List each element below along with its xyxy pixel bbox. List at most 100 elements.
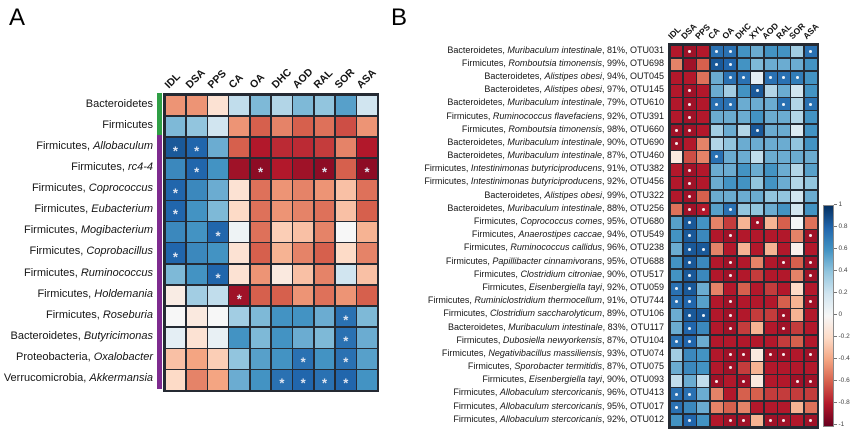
- heatmap-cell: [314, 285, 335, 306]
- significance-marker: [728, 76, 732, 80]
- heatmap-cell: [710, 269, 723, 282]
- heatmap-cell: [271, 180, 292, 200]
- heatmap-cell: [751, 45, 764, 58]
- column-header: CA: [226, 71, 246, 91]
- heatmap-cell: [229, 95, 250, 116]
- heatmap-cell: *: [165, 137, 186, 158]
- heatmap-cell: [791, 388, 804, 401]
- heatmap-cell: [314, 180, 335, 200]
- row-label: Firmicutes: [102, 118, 153, 131]
- heatmap-cell: [737, 190, 750, 203]
- heatmap-cell: [791, 230, 804, 242]
- heatmap-cell: [357, 116, 377, 137]
- heatmap-cell: [764, 151, 777, 163]
- heatmap-cell: [804, 203, 817, 216]
- heatmap-cell: [778, 203, 790, 216]
- heatmap-cell: *: [165, 243, 186, 263]
- heatmap-cell: [229, 201, 250, 221]
- heatmap-cell: [165, 95, 186, 116]
- heatmap-cell: [778, 296, 790, 308]
- heatmap-cell: [804, 124, 817, 137]
- heatmap-cell: [357, 370, 377, 390]
- heatmap-cell: [670, 111, 683, 124]
- heatmap-cell: [683, 282, 696, 295]
- heatmap-cell: [804, 85, 817, 97]
- heatmap-cell: [751, 335, 764, 348]
- heatmap-cell: [791, 256, 804, 269]
- row-label: Bacteroidetes, Muribaculum intestinale, …: [447, 150, 664, 161]
- row-label: Verrucomicrobia, Akkermansia: [3, 372, 153, 385]
- heatmap-cell: [293, 327, 314, 348]
- column-header: SOR: [332, 66, 358, 91]
- heatmap-cell: *: [293, 349, 314, 369]
- heatmap-cell: [764, 309, 777, 321]
- heatmap-cell: *: [335, 370, 356, 391]
- heatmap-cell: [670, 243, 683, 255]
- heatmap-cell: [697, 85, 710, 97]
- heatmap-cell: [710, 282, 723, 295]
- significance-marker: [715, 102, 719, 106]
- heatmap-cell: [250, 180, 271, 200]
- heatmap-cell: [683, 362, 696, 374]
- heatmap-cell: [710, 296, 723, 308]
- heatmap-cell: [208, 285, 228, 306]
- heatmap-cell: [670, 164, 683, 176]
- heatmap-cell: *: [271, 370, 292, 390]
- significance-marker: [688, 234, 692, 238]
- heatmap-cell: [683, 243, 696, 255]
- significance-marker: [688, 181, 692, 185]
- column-header: PPS: [205, 67, 229, 91]
- heatmap-cell: [165, 285, 186, 306]
- significance-marker: [742, 379, 746, 383]
- significance-marker: *: [215, 228, 221, 244]
- heatmap-cell: [804, 296, 817, 308]
- heatmap-cell: [293, 116, 314, 137]
- heatmap-cell: [250, 349, 271, 369]
- heatmap-cell: [271, 222, 292, 242]
- colorbar-tick: -0.4: [834, 355, 850, 363]
- heatmap-cell: [804, 269, 817, 282]
- significance-marker: [674, 405, 678, 409]
- heatmap-cell: [683, 71, 696, 84]
- heatmap-cell: [751, 58, 764, 71]
- heatmap-cell: [804, 137, 817, 150]
- heatmap-cell: *: [314, 370, 335, 390]
- heatmap-cell: [683, 269, 696, 282]
- heatmap-cell: [208, 370, 228, 390]
- significance-marker: [769, 76, 773, 80]
- heatmap-cell: [791, 45, 804, 58]
- heatmap-cell: [804, 216, 817, 229]
- heatmap-cell: [764, 414, 777, 427]
- heatmap-cell: [683, 256, 696, 269]
- heatmap-cell: [697, 45, 710, 58]
- heatmap-cell: [804, 71, 817, 84]
- heatmap-cell: [683, 230, 696, 242]
- significance-marker: [795, 76, 799, 80]
- significance-marker: *: [236, 291, 242, 307]
- heatmap-cell: [670, 335, 683, 348]
- heatmap-cell: [710, 203, 723, 216]
- heatmap-cell: [208, 180, 228, 200]
- heatmap-cell: [670, 322, 683, 335]
- heatmap-cell: [724, 375, 737, 387]
- heatmap-cell: [357, 327, 377, 348]
- heatmap-cell: [314, 201, 335, 221]
- heatmap-cell: [670, 401, 683, 414]
- significance-marker: *: [172, 206, 178, 222]
- significance-marker: [688, 194, 692, 198]
- heatmap-cell: [764, 348, 777, 361]
- row-label: Firmicutes, Dubosiella newyorkensis, 87%…: [456, 334, 664, 345]
- row-label: Firmicutes, Papillibacter cinnamivorans,…: [445, 255, 664, 266]
- heatmap-cell: [764, 85, 777, 97]
- column-header: AOD: [290, 66, 316, 91]
- heatmap-cell: [250, 222, 271, 242]
- heatmap-cell: [697, 111, 710, 124]
- significance-marker: [674, 339, 678, 343]
- heatmap-cell: [737, 335, 750, 348]
- heatmap-cell: [724, 98, 737, 110]
- significance-marker: [688, 168, 692, 172]
- heatmap-cell: [670, 375, 683, 387]
- heatmap-cell: [357, 306, 377, 327]
- significance-marker: *: [343, 375, 349, 391]
